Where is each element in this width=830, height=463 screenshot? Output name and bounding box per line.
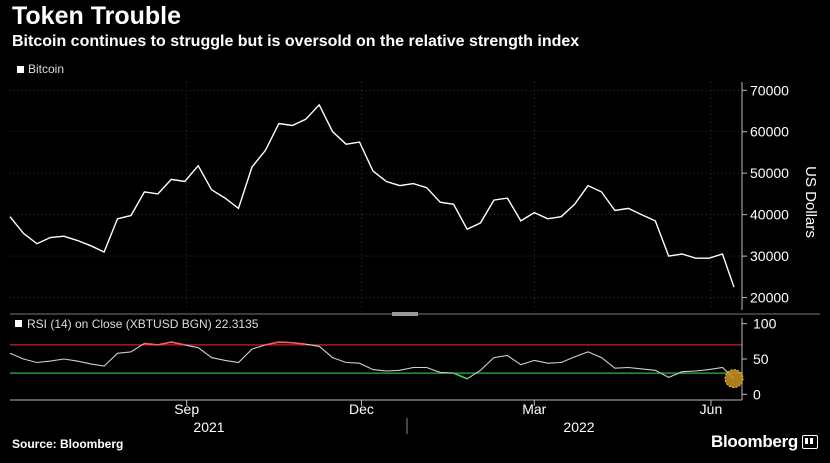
price-legend: Bitcoin xyxy=(17,62,64,76)
x-tick-label: Sep xyxy=(174,401,199,417)
price-legend-label: Bitcoin xyxy=(28,62,65,76)
rsi-highlight-segment xyxy=(453,372,468,380)
price-gridlines xyxy=(10,82,742,310)
rsi-legend-swatch xyxy=(15,320,22,327)
price-series-line xyxy=(9,103,735,288)
price-y-axis-label: US Dollars xyxy=(802,166,819,238)
rsi-y-tick-label: 0 xyxy=(753,386,761,402)
rsi-highlight-segment xyxy=(144,342,158,346)
price-y-tick-label: 20000 xyxy=(750,290,789,306)
chart-subtitle: Bitcoin continues to struggle but is ove… xyxy=(12,33,580,50)
rsi-highlights xyxy=(144,341,468,380)
price-y-ticks: 20000 30000 40000 50000 60000 70000 xyxy=(742,82,789,306)
rsi-latest-marker xyxy=(724,369,744,389)
bloomberg-logo: Bloomberg xyxy=(710,432,798,451)
rsi-highlight-segment xyxy=(171,341,185,346)
rsi-highlight-segment xyxy=(292,341,306,345)
panel-resize-handle[interactable] xyxy=(392,312,418,316)
rsi-legend-label: RSI (14) on Close (XBTUSD BGN) 22.3135 xyxy=(27,317,259,331)
rsi-y-tick-label: 50 xyxy=(753,351,769,367)
rsi-highlight-segment xyxy=(278,341,293,344)
price-y-tick-label: 70000 xyxy=(750,82,789,98)
price-legend-swatch xyxy=(17,65,24,73)
price-y-tick-label: 30000 xyxy=(750,248,789,264)
price-y-tick-label: 60000 xyxy=(750,124,789,140)
rsi-series-line xyxy=(9,341,735,380)
x-tick-label: Dec xyxy=(349,401,374,417)
price-panel: 20000 30000 40000 50000 60000 70000 US Dollar… xyxy=(9,82,819,310)
chart-title: Token Trouble xyxy=(12,2,181,30)
rsi-panel: RSI (14) on Close (XBTUSD BGN) 22.3135 0… xyxy=(9,316,777,402)
rsi-highlight-segment xyxy=(157,341,172,346)
rsi-y-ticks: 0 50 100 xyxy=(742,316,777,402)
price-y-tick-label: 50000 xyxy=(750,165,789,181)
rsi-y-tick-label: 100 xyxy=(753,316,777,332)
x-tick-label: Jun xyxy=(700,401,723,417)
x-tick-label: Mar xyxy=(522,401,546,417)
price-y-tick-label: 40000 xyxy=(750,207,789,223)
x-year-label: 2021 xyxy=(193,419,224,435)
rsi-highlight-segment xyxy=(265,341,280,346)
x-axis-ticks: Sep Dec Mar Jun 2021 2022 xyxy=(174,400,722,435)
x-year-label: 2022 xyxy=(563,419,594,435)
bloomberg-logo-icon xyxy=(802,435,818,449)
source-note: Source: Bloomberg xyxy=(12,437,124,451)
